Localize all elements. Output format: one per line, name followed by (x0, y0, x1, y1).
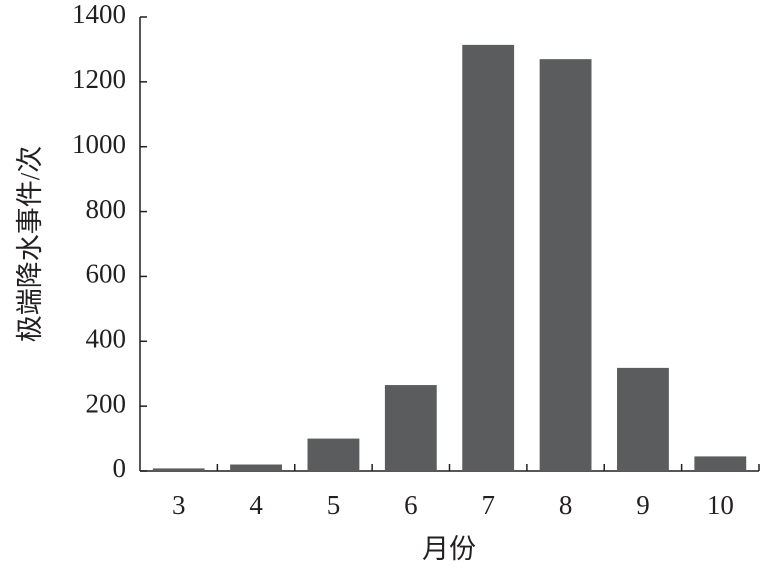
x-tick-label: 8 (559, 490, 573, 520)
x-tick-label: 6 (404, 490, 418, 520)
y-tick-label: 200 (86, 388, 127, 418)
x-tick-label: 10 (707, 490, 734, 520)
y-tick-label: 1200 (72, 64, 126, 94)
bar (462, 44, 515, 471)
x-tick-label: 3 (172, 490, 186, 520)
y-tick-label: 0 (113, 453, 127, 483)
bar (694, 456, 747, 471)
bar (230, 464, 282, 471)
y-tick-label: 400 (86, 323, 127, 353)
x-tick-label: 4 (249, 490, 263, 520)
x-tick-label: 5 (327, 490, 341, 520)
bar (152, 468, 205, 471)
bar (617, 367, 669, 471)
x-tick-label: 9 (636, 490, 650, 520)
y-tick-label: 800 (86, 194, 127, 224)
x-tick-label: 7 (481, 490, 495, 520)
bar (539, 59, 592, 472)
y-tick-label: 1400 (72, 0, 126, 29)
y-tick-label: 600 (86, 259, 127, 289)
y-tick-label: 1000 (72, 129, 126, 159)
x-axis-title: 月份 (422, 534, 476, 564)
bar (307, 438, 360, 471)
bar (384, 385, 437, 471)
y-axis-title: 极端降水事件/次 (15, 146, 45, 343)
